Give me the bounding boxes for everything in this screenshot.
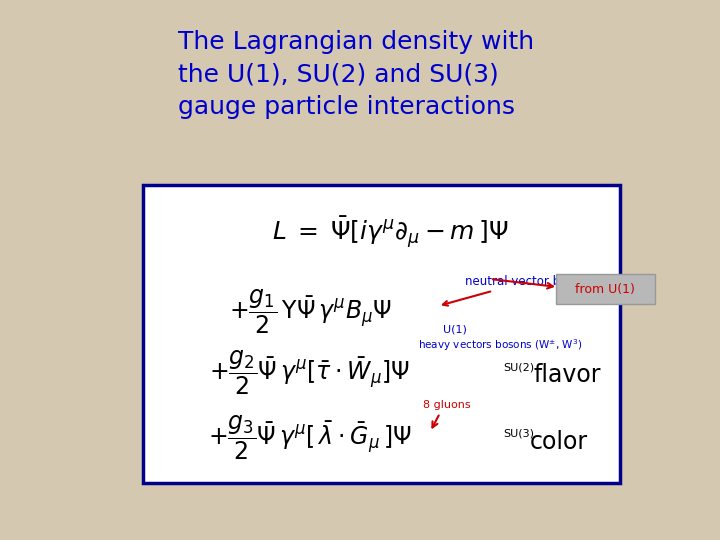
Text: $+\dfrac{g_1}{2}\,\mathrm{Y}\bar{\Psi}\,\gamma^{\mu}B_{\mu}\Psi$: $+\dfrac{g_1}{2}\,\mathrm{Y}\bar{\Psi}\,… xyxy=(229,288,392,336)
Text: $+\dfrac{g_3}{2}\bar{\Psi}\,\gamma^{\mu}[\,\bar{\lambda}\cdot\bar{G}_{\mu}\,]\Ps: $+\dfrac{g_3}{2}\bar{\Psi}\,\gamma^{\mu}… xyxy=(208,414,412,462)
FancyBboxPatch shape xyxy=(556,274,655,304)
Text: heavy vectors bosons (W$^{\pm}$, W$^3$): heavy vectors bosons (W$^{\pm}$, W$^3$) xyxy=(418,337,582,353)
Text: from U(1): from U(1) xyxy=(575,282,635,295)
Text: SU(3): SU(3) xyxy=(503,428,534,438)
Text: color: color xyxy=(530,430,588,454)
Text: The Lagrangian density with
the U(1), SU(2) and SU(3)
gauge particle interaction: The Lagrangian density with the U(1), SU… xyxy=(178,30,534,119)
Text: U(1): U(1) xyxy=(443,324,467,334)
Text: flavor: flavor xyxy=(533,363,600,387)
Text: 8 gluons: 8 gluons xyxy=(423,400,471,410)
Text: SU(2): SU(2) xyxy=(503,362,534,372)
Text: $+\dfrac{g_2}{2}\bar{\Psi}\,\gamma^{\mu}[\bar{\tau}\cdot\bar{W}_{\mu}]\Psi$: $+\dfrac{g_2}{2}\bar{\Psi}\,\gamma^{\mu}… xyxy=(210,349,410,397)
Bar xyxy=(143,185,620,483)
Text: neutral vector boson: neutral vector boson xyxy=(443,275,588,306)
Text: $L \;=\; \bar{\Psi}[i\gamma^{\mu}\partial_{\mu} -m\,]\Psi$: $L \;=\; \bar{\Psi}[i\gamma^{\mu}\partia… xyxy=(271,214,508,250)
